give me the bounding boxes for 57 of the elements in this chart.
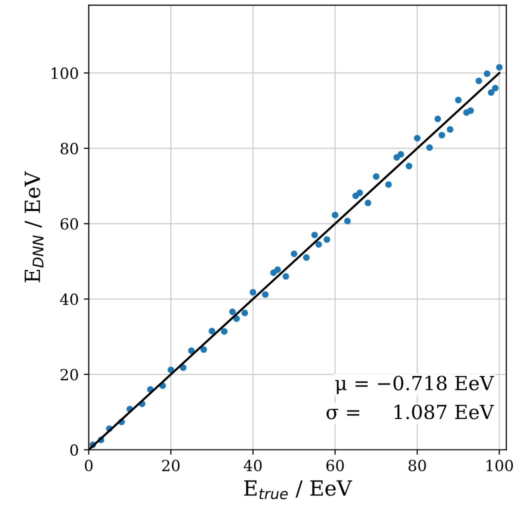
x-tick-label: 20 xyxy=(162,460,180,472)
point xyxy=(492,84,499,92)
point xyxy=(332,212,338,218)
point xyxy=(372,173,380,180)
y-tick-label: 60 xyxy=(60,218,78,230)
point xyxy=(282,273,290,280)
point xyxy=(406,162,412,170)
point xyxy=(476,78,482,84)
point xyxy=(356,189,364,196)
point xyxy=(208,328,216,334)
point xyxy=(229,308,236,316)
point xyxy=(220,328,228,335)
x-tick-label: 80 xyxy=(408,460,426,472)
y-tick-label: 80 xyxy=(60,142,78,154)
point xyxy=(488,89,494,96)
point xyxy=(315,241,322,248)
point xyxy=(262,291,269,298)
point xyxy=(393,154,400,161)
point xyxy=(496,64,503,71)
point xyxy=(233,315,240,322)
point xyxy=(200,346,208,353)
point xyxy=(168,366,174,374)
point xyxy=(463,109,470,116)
point xyxy=(455,96,462,104)
point xyxy=(188,347,195,354)
y-axis-title: E$_{DNN}$ / EeV xyxy=(24,171,44,282)
x-tick-label: 100 xyxy=(486,460,513,472)
point xyxy=(180,364,186,371)
annotation: μ = −0.718 EeV xyxy=(335,376,494,394)
point xyxy=(385,181,392,188)
point xyxy=(484,70,490,78)
point xyxy=(426,144,433,151)
point xyxy=(446,126,454,133)
y-tick-label: 100 xyxy=(52,67,78,79)
point xyxy=(274,266,281,273)
point xyxy=(241,310,248,316)
point xyxy=(290,250,298,258)
x-tick-label: 0 xyxy=(84,460,93,472)
annotation: σ = 1.087 EeV xyxy=(326,404,494,420)
point xyxy=(438,132,446,138)
point xyxy=(324,236,330,243)
point xyxy=(352,192,359,200)
point xyxy=(364,200,372,206)
point xyxy=(250,288,256,296)
point xyxy=(311,232,318,238)
point xyxy=(398,151,404,158)
y-tick-label: 40 xyxy=(60,294,78,306)
point xyxy=(303,254,310,261)
point xyxy=(434,116,442,122)
y-tick-label: 0 xyxy=(70,444,78,456)
point xyxy=(344,218,351,224)
x-axis-title: E$_{true}$ / EeV xyxy=(244,480,352,500)
point xyxy=(270,269,277,276)
x-tick-label: 60 xyxy=(326,460,344,472)
point xyxy=(414,134,421,142)
x-tick-label: 40 xyxy=(244,460,262,472)
y-tick-label: 20 xyxy=(60,368,78,380)
